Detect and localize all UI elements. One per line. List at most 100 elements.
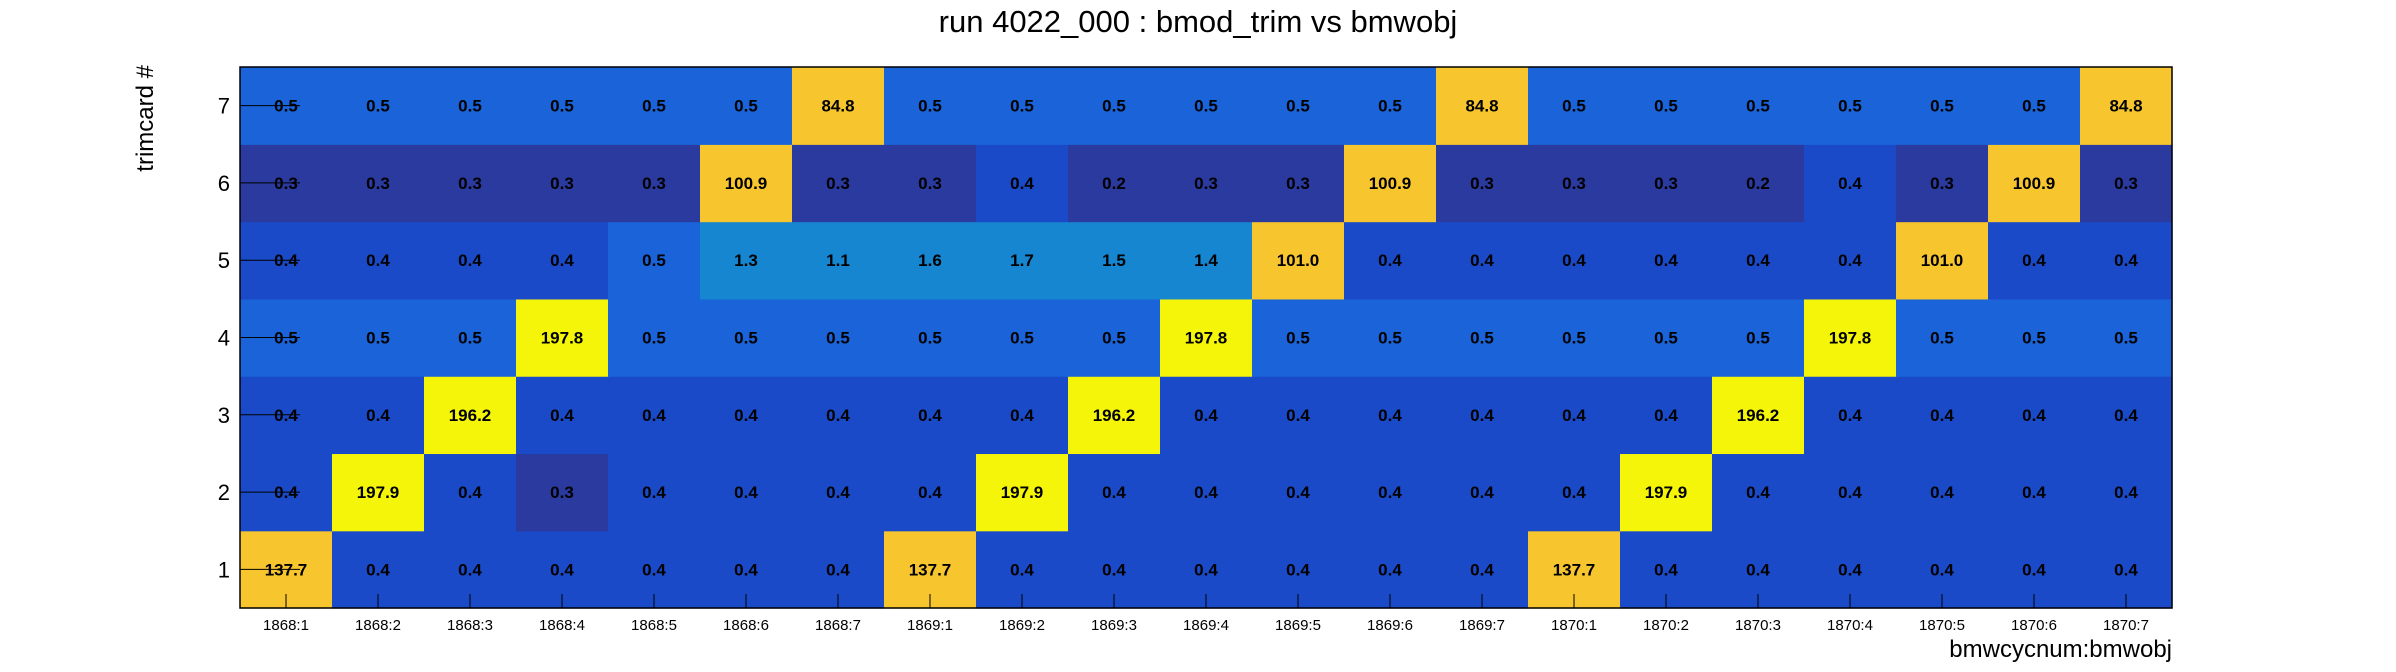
heatmap-cell [1712,144,1805,223]
heatmap-cell [1252,221,1345,300]
heatmap-cell [792,376,885,455]
y-tick-label: 5 [218,248,230,273]
heatmap-cell [516,221,609,300]
heatmap-cell [1528,144,1621,223]
heatmap-cell [1896,144,1989,223]
heatmap-cell [700,144,793,223]
cell-value-label: 197.8 [1829,329,1872,348]
cell-value-label: 0.4 [1470,483,1494,502]
heatmap-cell [976,144,1069,223]
heatmap-cell [1068,376,1161,455]
heatmap-cell [1252,376,1345,455]
cell-value-label: 0.5 [734,97,758,116]
x-tick-label: 1869:2 [999,617,1045,634]
cell-value-label: 0.4 [2022,251,2046,270]
cell-value-label: 0.3 [458,174,482,193]
cell-value-label: 0.4 [1930,406,1954,425]
cell-value-label: 0.4 [2022,406,2046,425]
cell-value-label: 0.4 [1562,483,1586,502]
heatmap-cell [1160,144,1253,223]
heatmap-cell [1160,453,1253,532]
heatmap-cell [792,144,885,223]
cell-value-label: 0.4 [1286,560,1310,579]
heatmap-cell [1712,376,1805,455]
heatmap-cell [2080,453,2173,532]
heatmap-cell [1436,67,1529,145]
cell-value-label: 0.5 [1746,97,1770,116]
heatmap-cell [884,453,977,532]
cell-value-label: 0.4 [366,560,390,579]
cell-value-label: 0.4 [918,483,942,502]
y-tick-label: 1 [218,557,230,582]
heatmap-cell [1344,376,1437,455]
cell-value-label: 0.4 [1102,560,1126,579]
heatmap-cell [1988,221,2081,300]
cell-value-label: 0.4 [2114,483,2138,502]
heatmap-cell [1528,298,1621,377]
x-tick-label: 1869:6 [1367,617,1413,634]
heatmap-cell [1804,67,1897,145]
cell-value-label: 0.3 [1562,174,1586,193]
heatmap-cell [1252,453,1345,532]
cell-value-label: 0.5 [1562,97,1586,116]
cell-value-label: 0.4 [1930,560,1954,579]
heatmap-cell [2080,376,2173,455]
heatmap-cell [516,453,609,532]
heatmap-cell [884,144,977,223]
cell-value-label: 0.5 [458,97,482,116]
heatmap-cell [1988,298,2081,377]
heatmap-cell [332,221,425,300]
cell-value-label: 0.4 [1562,406,1586,425]
cell-value-label: 0.4 [1746,251,1770,270]
heatmap-cell [608,298,701,377]
y-tick-label: 3 [218,403,230,428]
heatmap-cell [1896,67,1989,145]
chart-title: run 4022_000 : bmod_trim vs bmwobj [939,4,1458,39]
cell-value-label: 0.4 [550,406,574,425]
x-tick-label: 1870:2 [1643,617,1689,634]
x-axis: 1868:1 1868:2 1868:3 1868:4 1868:5 1868:6 1868… [263,594,2149,634]
cell-value-label: 0.4 [2114,406,2138,425]
heatmap-cell [1620,298,1713,377]
cell-value-label: 0.5 [2114,329,2138,348]
heatmap-cell [424,144,517,223]
heatmap-cell [424,376,517,455]
heatmap-cell [424,221,517,300]
cell-value-label: 0.5 [642,251,666,270]
cell-value-label: 197.9 [1001,483,1044,502]
x-tick-label: 1868:3 [447,617,493,634]
cell-value-label: 0.4 [734,560,758,579]
cell-value-label: 1.3 [734,251,758,270]
heatmap-cell [1068,298,1161,377]
heatmap-cell [700,453,793,532]
y-tick-label: 4 [218,326,230,351]
heatmap-cell [1988,67,2081,145]
cell-value-label: 0.4 [1838,406,1862,425]
heatmap-cell [608,453,701,532]
cell-value-label: 137.7 [1553,560,1596,579]
heatmap-cell [1804,453,1897,532]
cell-value-label: 0.4 [1654,406,1678,425]
cell-value-label: 0.4 [1838,251,1862,270]
heatmap-cell [1620,67,1713,145]
heatmap-cell [332,298,425,377]
x-tick-label: 1869:7 [1459,617,1505,634]
cell-value-label: 0.4 [826,483,850,502]
y-tick-label: 6 [218,171,230,196]
x-tick-label: 1869:3 [1091,617,1137,634]
heatmap-cell [332,67,425,145]
cell-value-label: 0.4 [1654,251,1678,270]
cell-value-label: 0.4 [734,483,758,502]
heatmap-cell [792,221,885,300]
cell-value-label: 0.3 [918,174,942,193]
cell-value-label: 196.2 [1093,406,1136,425]
x-tick-label: 1870:3 [1735,617,1781,634]
heatmap-cell [1436,144,1529,223]
cell-value-label: 0.4 [366,251,390,270]
cell-value-label: 0.4 [2022,483,2046,502]
cell-value-label: 0.5 [2022,97,2046,116]
cell-value-label: 0.4 [1838,174,1862,193]
cell-value-label: 0.4 [734,406,758,425]
heatmap-cell [1252,144,1345,223]
heatmap-cell [1988,376,2081,455]
